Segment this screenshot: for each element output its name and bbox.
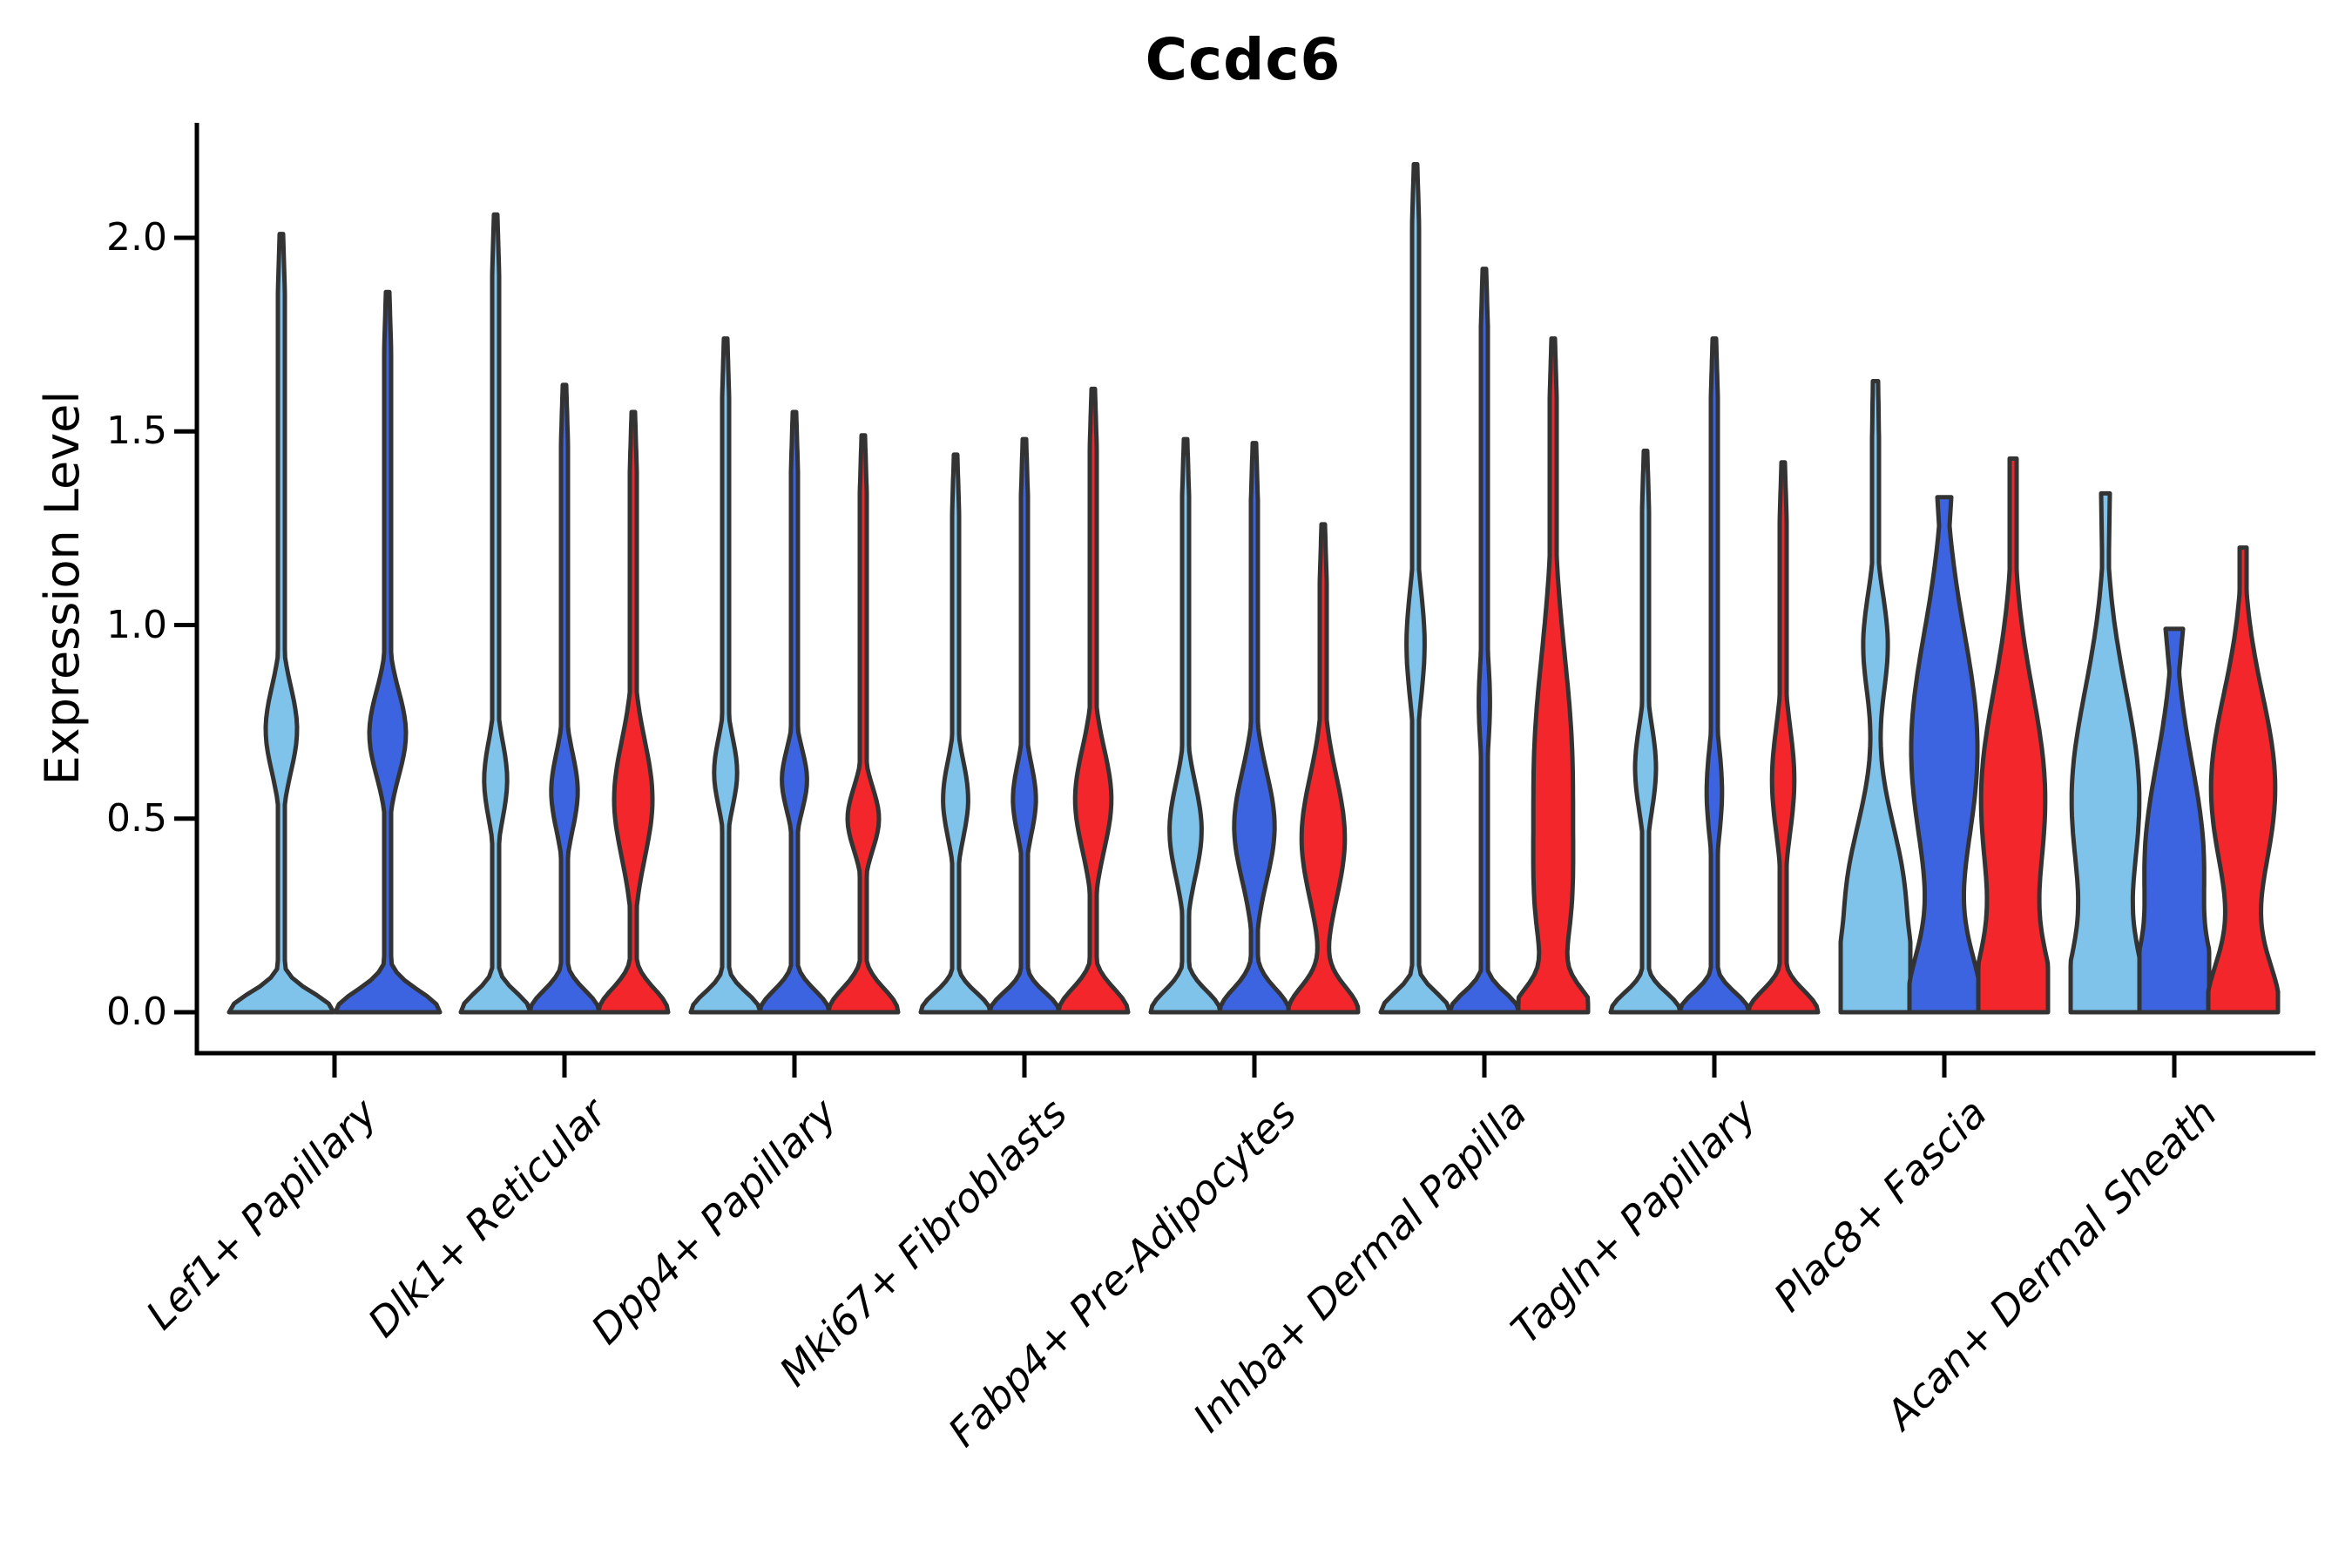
violin-dark_blue [527, 382, 602, 1015]
y-tick-label: 2.0 [106, 215, 167, 260]
violin-red [2206, 545, 2281, 1015]
violin-light_blue [1148, 436, 1223, 1015]
y-tick-label: 1.0 [106, 602, 167, 647]
y-tick-label: 1.5 [106, 409, 167, 454]
violin-red [596, 409, 671, 1015]
violin-red [1056, 386, 1131, 1015]
violin-light_blue [2068, 490, 2143, 1015]
chart-title: Ccdc6 [1145, 26, 1342, 93]
violin-dark_blue [1447, 267, 1522, 1015]
violin-dark_blue [2137, 626, 2212, 1015]
violin-light_blue [458, 212, 533, 1015]
violin-red [1516, 336, 1591, 1015]
violin-light_blue [688, 336, 763, 1015]
violin-dark_blue [1217, 441, 1292, 1015]
violin-red [1746, 460, 1821, 1015]
y-tick-label: 0.5 [106, 795, 167, 841]
violin-red [826, 433, 901, 1015]
violin-dark_blue [987, 436, 1062, 1015]
y-tick-label: 0.0 [106, 990, 167, 1034]
violin-red [1286, 522, 1361, 1015]
violin-dark_blue [1677, 336, 1752, 1015]
violin-light_blue [226, 232, 336, 1015]
violin-dark_blue [1907, 495, 1982, 1015]
violin-light_blue [918, 452, 993, 1015]
violin-light_blue [1838, 379, 1913, 1015]
violin-light_blue [1378, 162, 1453, 1015]
violin-red [1976, 456, 2051, 1015]
violin-dark_blue [757, 409, 832, 1015]
violin-dark_blue [333, 289, 443, 1015]
violin-light_blue [1608, 449, 1683, 1015]
